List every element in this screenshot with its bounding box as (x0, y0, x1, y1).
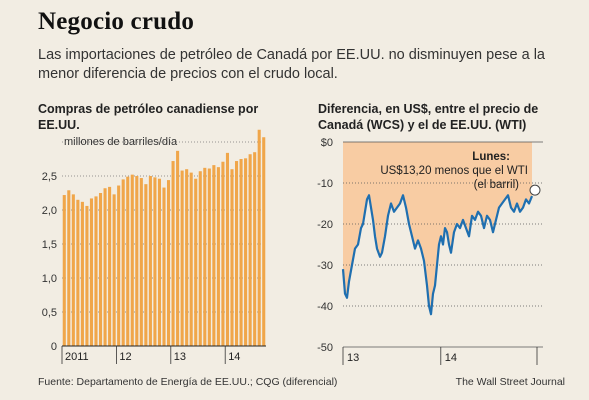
bar (126, 176, 130, 346)
right-x-tick-label: 13 (347, 352, 359, 364)
bar (207, 168, 211, 346)
right-y-tick-label: $0 (321, 137, 333, 149)
left-chart-title: Compras de petróleo canadiense por EE.UU… (38, 102, 259, 132)
bar (239, 159, 243, 346)
bar (230, 169, 234, 346)
left-x-tick-label: 2011 (65, 351, 89, 363)
left-y-tick-label: 1,5 (42, 239, 57, 251)
page-title: Negocio crudo (38, 8, 195, 35)
left-x-tick-label: 13 (174, 351, 186, 363)
bar (130, 174, 134, 346)
bar (216, 167, 220, 346)
bar (76, 199, 80, 346)
right-y-tick-label: -30 (317, 260, 333, 272)
bar (144, 184, 148, 346)
bar (103, 188, 107, 346)
bar (180, 170, 184, 346)
bar (117, 185, 121, 346)
brand-credit: The Wall Street Journal (455, 376, 565, 388)
page-subtitle: Las importaciones de petróleo de Canadá … (38, 47, 545, 82)
source-note: Fuente: Departamento de Energía de EE.UU… (38, 376, 338, 388)
bar (80, 201, 84, 346)
bar (162, 187, 166, 346)
bar (262, 137, 266, 346)
bar (148, 176, 152, 346)
left-chart-units: millones de barriles/día (64, 136, 178, 148)
bar (234, 161, 239, 346)
bar (221, 161, 225, 346)
bar (225, 152, 230, 346)
bar (176, 150, 180, 346)
left-y-tick-label: 2,0 (42, 205, 57, 217)
bar (112, 194, 116, 346)
bar (157, 178, 162, 346)
bar (189, 172, 193, 346)
bar (166, 180, 171, 346)
bar (121, 179, 125, 346)
bar (244, 158, 248, 346)
right-chart-title: Diferencia, en US$, entre el precio de C… (318, 102, 539, 132)
bar (67, 190, 71, 346)
wcs-wti-difference-line (341, 194, 534, 316)
bar (135, 176, 139, 346)
bar (153, 177, 157, 346)
bar (71, 194, 75, 346)
latest-value-marker (529, 184, 541, 196)
bar (212, 165, 216, 346)
bar (139, 178, 143, 346)
bar (94, 196, 98, 346)
left-y-tick-label: 0 (51, 341, 57, 353)
left-x-tick-label: 14 (228, 351, 240, 363)
bar (253, 152, 257, 346)
bar (203, 167, 207, 346)
left-x-tick-label: 12 (119, 351, 131, 363)
right-y-tick-label: -50 (317, 342, 333, 354)
difference-area (343, 142, 532, 315)
bar (108, 186, 112, 346)
bar (85, 205, 89, 346)
annotation-text: US$13,20 menos que el WTI (380, 165, 528, 177)
right-y-tick-label: -10 (317, 178, 333, 190)
bar (257, 129, 261, 346)
left-y-tick-label: 1,0 (42, 273, 57, 285)
bar (185, 169, 189, 346)
left-y-tick-label: 0,5 (42, 307, 57, 319)
bar (89, 198, 94, 346)
annotation-text-units: (el barril) (474, 179, 520, 191)
bar (248, 154, 252, 346)
bar (198, 171, 202, 346)
bar (98, 193, 103, 346)
right-y-tick-label: -20 (317, 219, 333, 231)
bar (194, 178, 198, 346)
bar (62, 195, 66, 346)
right-y-tick-label: -40 (317, 301, 333, 313)
bar (171, 161, 175, 346)
left-y-tick-label: 2,5 (42, 171, 57, 183)
annotation-label: Lunes: (472, 151, 510, 163)
right-x-tick-label: 14 (445, 352, 457, 364)
